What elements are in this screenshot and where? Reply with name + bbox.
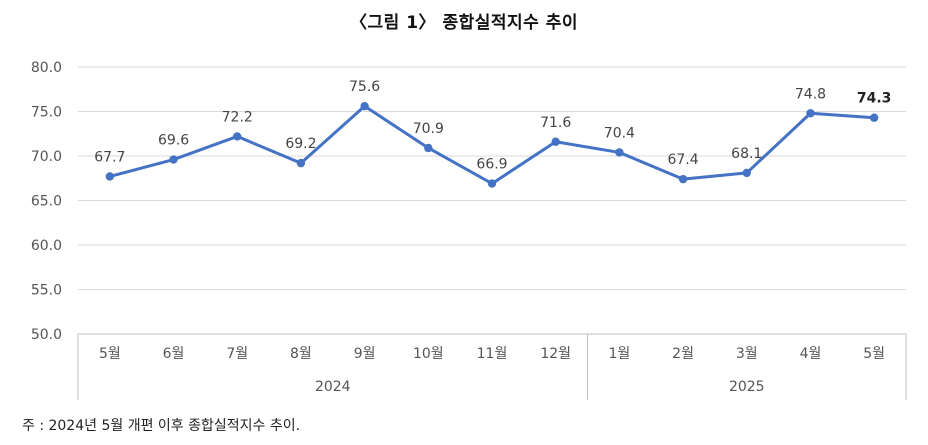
data-label: 67.7 <box>94 149 125 165</box>
x-tick-label: 10월 <box>413 346 444 362</box>
data-point <box>487 179 497 188</box>
data-point <box>551 137 560 146</box>
group-label: 2024 <box>315 379 351 395</box>
chart-title: 〈그림 1〉 종합실적지수 추이 <box>350 13 578 33</box>
data-point <box>806 109 815 118</box>
x-tick-label: 3월 <box>736 346 758 362</box>
y-tick-label: 80.0 <box>31 60 62 76</box>
data-point <box>296 158 306 168</box>
x-tick-label: 2월 <box>672 346 694 362</box>
data-point <box>678 174 688 184</box>
data-point <box>169 155 178 164</box>
data-point <box>742 168 751 178</box>
data-label: 67.4 <box>667 152 698 168</box>
y-tick-label: 55.0 <box>31 283 62 299</box>
y-tick-label: 60.0 <box>31 238 62 254</box>
data-point <box>869 113 879 122</box>
data-label: 69.2 <box>285 136 316 152</box>
x-tick-label: 11월 <box>477 346 508 362</box>
x-tick-label: 12월 <box>540 346 571 362</box>
chart-footnote: 주 : 2024년 5월 개편 이후 종합실적지수 추이. <box>22 418 301 434</box>
data-label: 66.9 <box>476 157 507 173</box>
data-label: 71.6 <box>540 115 571 131</box>
x-tick-label: 1월 <box>608 346 630 362</box>
data-label: 72.2 <box>222 109 253 125</box>
y-tick-label: 75.0 <box>31 105 62 121</box>
x-tick-label: 7월 <box>226 346 248 362</box>
x-tick-label: 9월 <box>354 346 376 362</box>
x-tick-label: 6월 <box>163 346 185 362</box>
data-label: 74.8 <box>795 86 826 102</box>
data-point <box>105 172 115 181</box>
data-point <box>615 148 624 157</box>
group-label: 2025 <box>729 379 765 395</box>
data-label: 75.6 <box>349 79 380 95</box>
data-label: 69.6 <box>158 133 189 149</box>
data-label: 68.1 <box>731 146 762 162</box>
x-tick-label: 8월 <box>290 346 312 362</box>
x-tick-label: 5월 <box>863 346 885 362</box>
y-tick-label: 70.0 <box>31 149 62 165</box>
data-label: 70.4 <box>604 125 635 141</box>
data-label: 74.3 <box>857 91 892 107</box>
y-tick-label: 50.0 <box>31 327 62 343</box>
data-label: 70.9 <box>413 121 444 137</box>
data-point <box>360 101 369 111</box>
x-tick-label: 4월 <box>800 346 822 362</box>
y-tick-label: 65.0 <box>31 194 62 210</box>
x-tick-label: 5월 <box>99 346 121 362</box>
data-point <box>233 132 242 141</box>
data-point <box>424 143 433 153</box>
